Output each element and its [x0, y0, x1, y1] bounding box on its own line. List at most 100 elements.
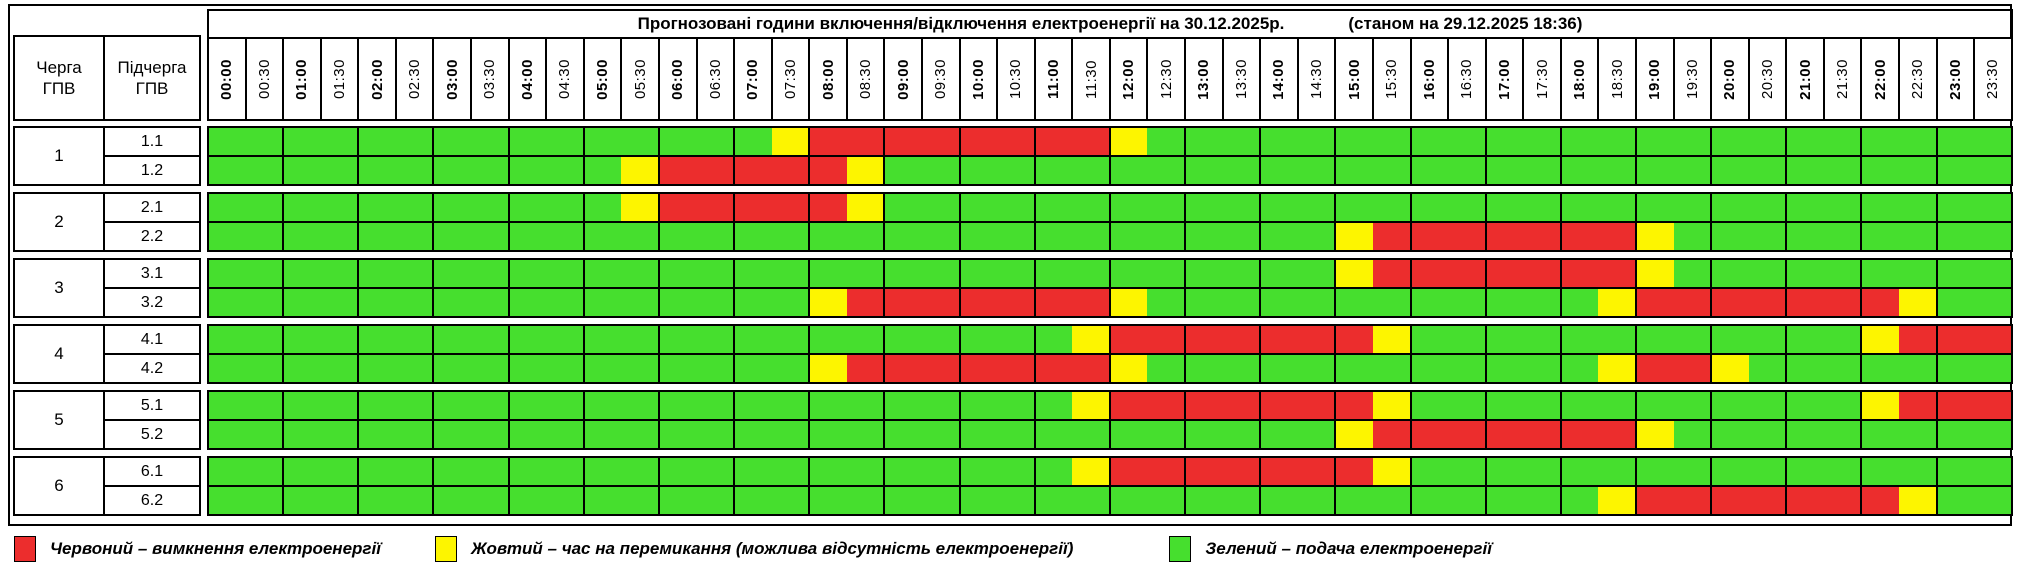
slot-3.1-03:00	[432, 260, 472, 287]
time-label-text: 02:00	[368, 58, 386, 100]
slot-1.2-09:00	[883, 157, 922, 184]
slot-6.2-07:00	[733, 487, 772, 514]
slot-2.2-04:30	[546, 223, 583, 250]
slot-2.2-03:00	[432, 223, 472, 250]
slot-1.2-14:00	[1259, 157, 1298, 184]
legend-label: Зелений – подача електроенергії	[1205, 539, 1492, 558]
slot-2.2-08:00	[808, 223, 847, 250]
slot-5.1-04:30	[546, 392, 583, 419]
schedule-row-1.2	[209, 155, 2011, 184]
slot-2.1-09:00	[883, 194, 922, 221]
slot-1.1-17:00	[1484, 128, 1524, 155]
slot-1.1-20:00	[1710, 128, 1749, 155]
slot-5.1-15:00	[1334, 392, 1373, 419]
slot-4.2-20:30	[1748, 355, 1786, 382]
slot-3.1-09:30	[921, 260, 959, 287]
slot-3.2-14:00	[1259, 289, 1298, 316]
slot-5.2-02:30	[395, 421, 433, 448]
slot-1.2-02:30	[395, 157, 433, 184]
time-label-text: 22:30	[1909, 58, 1927, 100]
subqueue-label-6.2: 6.2	[105, 485, 199, 514]
slot-5.2-05:30	[621, 421, 658, 448]
slot-4.2-15:00	[1334, 355, 1373, 382]
time-label-1930: 19:30	[1672, 39, 1711, 119]
slot-5.1-15:30	[1372, 392, 1410, 419]
time-label-text: 18:00	[1571, 58, 1589, 100]
time-label-0730: 07:30	[770, 39, 809, 119]
slot-6.1-08:00	[808, 458, 847, 485]
time-label-text: 09:30	[932, 58, 950, 100]
slot-2.2-04:00	[507, 223, 547, 250]
time-label-text: 20:30	[1758, 58, 1776, 100]
slot-6.2-15:00	[1334, 487, 1373, 514]
slot-6.2-05:30	[621, 487, 658, 514]
slot-1.1-23:00	[1935, 128, 1975, 155]
slot-3.1-20:30	[1748, 260, 1786, 287]
slot-4.2-21:30	[1823, 355, 1861, 382]
schedule-row-1.1	[209, 128, 2011, 155]
slot-5.2-16:00	[1409, 421, 1449, 448]
slot-3.2-04:00	[507, 289, 547, 316]
slot-1.2-15:30	[1372, 157, 1410, 184]
slot-1.1-04:00	[507, 128, 547, 155]
slot-4.1-10:30	[997, 326, 1034, 353]
slot-5.1-22:00	[1860, 392, 1900, 419]
slot-2.2-21:30	[1823, 223, 1861, 250]
slot-3.2-12:30	[1147, 289, 1185, 316]
slot-5.1-08:00	[808, 392, 847, 419]
slot-1.1-19:30	[1673, 128, 1711, 155]
slot-4.2-18:30	[1598, 355, 1635, 382]
queue-group-labels-5: 5 5.1 5.2	[13, 390, 201, 450]
time-label-text: 07:00	[744, 58, 762, 100]
slot-5.1-04:00	[507, 392, 547, 419]
slot-1.2-18:00	[1559, 157, 1599, 184]
slot-2.1-06:00	[657, 194, 697, 221]
slot-4.1-11:30	[1072, 326, 1109, 353]
slot-1.1-18:00	[1559, 128, 1599, 155]
slot-6.1-20:30	[1748, 458, 1786, 485]
slot-6.2-23:00	[1935, 487, 1975, 514]
slot-4.1-23:00	[1935, 326, 1975, 353]
slot-4.2-16:00	[1409, 355, 1449, 382]
slot-1.2-17:30	[1523, 157, 1560, 184]
slot-1.2-15:00	[1334, 157, 1373, 184]
slot-6.2-01:00	[282, 487, 321, 514]
slot-3.2-11:00	[1033, 289, 1073, 316]
slot-4.1-08:30	[846, 326, 884, 353]
slot-1.1-01:30	[320, 128, 358, 155]
slot-2.1-09:30	[921, 194, 959, 221]
slot-1.2-20:30	[1748, 157, 1786, 184]
slot-6.2-22:30	[1899, 487, 1936, 514]
slot-1.2-09:30	[921, 157, 959, 184]
slot-4.1-10:00	[958, 326, 998, 353]
slot-1.2-05:30	[621, 157, 658, 184]
slot-5.2-10:00	[958, 421, 998, 448]
slot-3.2-07:30	[771, 289, 809, 316]
slot-1.1-13:00	[1184, 128, 1223, 155]
table-title: Прогнозовані години включення/відключенн…	[207, 9, 2013, 39]
slot-2.2-16:30	[1448, 223, 1485, 250]
slot-2.1-23:00	[1935, 194, 1975, 221]
slot-4.2-12:30	[1147, 355, 1185, 382]
time-label-1500: 15:00	[1334, 39, 1372, 119]
slot-6.1-05:30	[621, 458, 658, 485]
slot-4.2-17:00	[1484, 355, 1524, 382]
time-label-1700: 17:00	[1484, 39, 1523, 119]
slot-2.2-05:00	[582, 223, 622, 250]
row-headers: Черга ГПВ Підчерга ГПВ	[13, 35, 201, 121]
slot-3.2-18:00	[1559, 289, 1599, 316]
slot-2.2-14:00	[1259, 223, 1298, 250]
time-label-text: 21:30	[1834, 58, 1852, 100]
slot-2.2-02:30	[395, 223, 433, 250]
time-label-text: 09:00	[894, 58, 912, 100]
slot-1.2-20:00	[1710, 157, 1749, 184]
slot-3.2-05:30	[621, 289, 658, 316]
slot-4.2-17:30	[1523, 355, 1560, 382]
subqueue-column-header: Підчерга ГПВ	[117, 57, 187, 98]
slot-5.2-23:30	[1974, 421, 2011, 448]
slot-4.1-06:00	[657, 326, 697, 353]
slot-6.2-19:00	[1634, 487, 1674, 514]
queue-group-labels-3: 3 3.1 3.2	[13, 258, 201, 318]
slot-4.1-13:30	[1222, 326, 1260, 353]
slot-6.1-22:30	[1899, 458, 1936, 485]
